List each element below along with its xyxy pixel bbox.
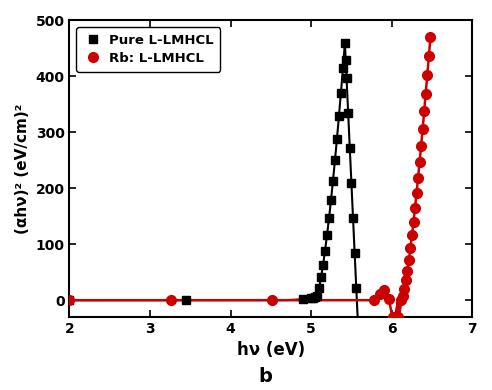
Pure L-LMHCL [328,198,334,202]
Pure L-LMHCL [324,233,330,238]
Pure L-LMHCL [330,179,336,183]
Rb: L-LMHCL: (6.39, 306): L-LMHCL: (6.39, 306) [420,126,426,131]
Rb: L-LMHCL: (5.78, 0): L-LMHCL: (5.78, 0) [371,298,377,303]
Pure L-LMHCL [300,297,306,301]
Rb: L-LMHCL: (6.25, 116): L-LMHCL: (6.25, 116) [409,233,415,238]
Pure L-LMHCL [332,158,338,163]
Rb: L-LMHCL: (6.14, 7.62): L-LMHCL: (6.14, 7.62) [400,294,406,298]
Rb: L-LMHCL: (5.96, 1.88): L-LMHCL: (5.96, 1.88) [386,297,392,301]
Rb: L-LMHCL: (6.42, 369): L-LMHCL: (6.42, 369) [423,91,429,96]
Pure L-LMHCL [348,181,354,185]
Pure L-LMHCL [342,41,348,45]
Pure L-LMHCL [322,248,328,253]
Rb: L-LMHCL: (4.52, 0): L-LMHCL: (4.52, 0) [270,298,276,303]
Legend: Pure L-LMHCL, Rb: L-LMHCL: Pure L-LMHCL, Rb: L-LMHCL [76,27,220,72]
Rb: L-LMHCL: (6.44, 402): L-LMHCL: (6.44, 402) [424,73,430,78]
Pure L-LMHCL [343,76,349,80]
Pure L-LMHCL [334,136,340,141]
Pure L-LMHCL [340,66,346,71]
Pure L-LMHCL [314,294,320,298]
Rb: L-LMHCL: (6.31, 191): L-LMHCL: (6.31, 191) [414,191,420,195]
Pure L-LMHCL [66,298,72,303]
Rb: L-LMHCL: (6.12, 0): L-LMHCL: (6.12, 0) [399,298,404,303]
Rb: L-LMHCL: (6.2, 53.1): L-LMHCL: (6.2, 53.1) [404,268,410,273]
Text: b: b [259,367,273,386]
Rb: L-LMHCL: (6.48, 470): L-LMHCL: (6.48, 470) [428,35,433,40]
Line: Pure L-LMHCL: Pure L-LMHCL [65,39,360,304]
Pure L-LMHCL [338,90,344,95]
Rb: L-LMHCL: (6.37, 276): L-LMHCL: (6.37, 276) [418,143,424,148]
Pure L-LMHCL [345,110,351,115]
Pure L-LMHCL [320,262,326,267]
Pure L-LMHCL [310,296,316,300]
Pure L-LMHCL [352,250,358,255]
Pure L-LMHCL [308,296,314,300]
Pure L-LMHCL [326,216,332,221]
Rb: L-LMHCL: (6.16, 20.1): L-LMHCL: (6.16, 20.1) [401,287,407,291]
Pure L-LMHCL [343,58,349,63]
Rb: L-LMHCL: (6.23, 93.6): L-LMHCL: (6.23, 93.6) [407,245,413,250]
Rb: L-LMHCL: (6.27, 140): L-LMHCL: (6.27, 140) [410,220,416,224]
Pure L-LMHCL [353,285,359,290]
Rb: L-LMHCL: (6.21, 72.5): L-LMHCL: (6.21, 72.5) [406,257,412,262]
Line: Rb: L-LMHCL: Rb: L-LMHCL [64,32,435,322]
Rb: L-LMHCL: (3.26, 0): L-LMHCL: (3.26, 0) [168,298,174,303]
Rb: L-LMHCL: (2, 0): L-LMHCL: (2, 0) [66,298,72,303]
Pure L-LMHCL [316,285,322,290]
Pure L-LMHCL [347,145,353,150]
Rb: L-LMHCL: (6.08, -30): L-LMHCL: (6.08, -30) [395,315,401,319]
Pure L-LMHCL [336,114,342,119]
Pure L-LMHCL [350,215,356,220]
Rb: L-LMHCL: (6.4, 338): L-LMHCL: (6.4, 338) [421,109,427,114]
Pure L-LMHCL [183,298,189,303]
Rb: L-LMHCL: (6.35, 247): L-LMHCL: (6.35, 247) [417,160,423,164]
Rb: L-LMHCL: (5.85, 10.6): L-LMHCL: (5.85, 10.6) [376,292,382,297]
Rb: L-LMHCL: (6.02, -29.9): L-LMHCL: (6.02, -29.9) [391,315,397,319]
Y-axis label: (αhν)² (eV/cm)²: (αhν)² (eV/cm)² [15,104,30,234]
Rb: L-LMHCL: (6.18, 35.5): L-LMHCL: (6.18, 35.5) [403,278,409,283]
Rb: L-LMHCL: (6.33, 219): L-LMHCL: (6.33, 219) [415,176,421,180]
Pure L-LMHCL [318,275,324,280]
Rb: L-LMHCL: (6.29, 165): L-LMHCL: (6.29, 165) [412,206,418,210]
X-axis label: hν (eV): hν (eV) [237,341,305,360]
Pure L-LMHCL [312,295,318,300]
Rb: L-LMHCL: (6.46, 436): L-LMHCL: (6.46, 436) [426,54,431,59]
Rb: L-LMHCL: (5.91, 17.4): L-LMHCL: (5.91, 17.4) [381,288,387,293]
